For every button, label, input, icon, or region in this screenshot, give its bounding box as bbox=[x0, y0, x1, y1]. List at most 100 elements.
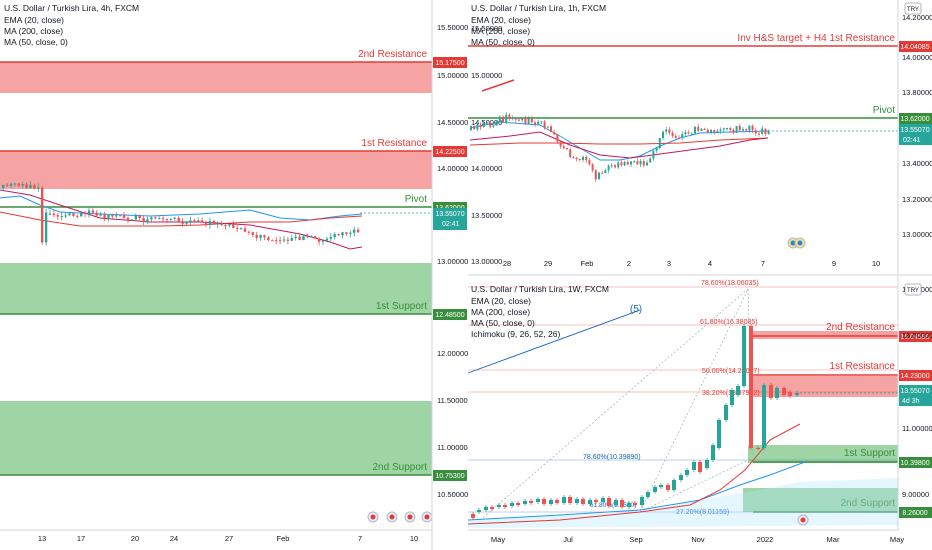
ma200-line bbox=[469, 137, 769, 146]
candle bbox=[33, 184, 36, 189]
candle bbox=[236, 227, 239, 229]
candle bbox=[692, 462, 696, 470]
candle bbox=[243, 228, 247, 232]
candle bbox=[536, 499, 540, 502]
candle bbox=[678, 137, 680, 139]
level-price-tag-text: 14.23000 bbox=[900, 373, 929, 380]
x-tick-label: 2022 bbox=[757, 535, 774, 544]
candle bbox=[594, 170, 597, 180]
candle bbox=[607, 498, 611, 506]
candle bbox=[91, 210, 95, 213]
x-tick-label: Feb bbox=[277, 534, 290, 543]
candle bbox=[633, 503, 637, 505]
y-tick-label: 13.00000 bbox=[437, 257, 468, 266]
candle bbox=[620, 500, 624, 507]
zone-2nd-support bbox=[743, 488, 898, 512]
candle bbox=[255, 234, 258, 238]
candle bbox=[267, 237, 270, 241]
fib-label: 50.00%(14.23047) bbox=[702, 368, 760, 375]
candle bbox=[694, 126, 696, 134]
level-label: 1st Support bbox=[376, 301, 427, 312]
candle bbox=[498, 116, 501, 122]
candle bbox=[353, 229, 356, 233]
candle bbox=[687, 132, 690, 134]
candle bbox=[639, 161, 642, 165]
current-price-tag bbox=[433, 208, 467, 230]
candle bbox=[37, 187, 40, 189]
countdown-text: 02:41 bbox=[442, 221, 460, 228]
candle bbox=[788, 392, 792, 396]
chart-title: U.S. Dollar / Turkish Lira, 1h, FXCM bbox=[471, 3, 606, 13]
candle bbox=[764, 128, 767, 134]
current-price-text: 13.55070 bbox=[900, 388, 929, 395]
candle bbox=[546, 126, 549, 128]
candle bbox=[302, 236, 305, 241]
candle bbox=[224, 225, 227, 227]
candle bbox=[705, 460, 709, 468]
candle bbox=[317, 238, 321, 242]
indicator-label: EMA (20, close) bbox=[4, 15, 64, 25]
candle bbox=[556, 134, 559, 142]
candle bbox=[232, 224, 235, 228]
candle bbox=[119, 215, 122, 217]
candle bbox=[345, 232, 348, 234]
event-flag-icon-dot bbox=[790, 240, 796, 246]
level-label: 1st Support bbox=[844, 448, 895, 459]
x-tick-label: Jul bbox=[563, 535, 573, 544]
candle bbox=[524, 117, 527, 124]
candle bbox=[286, 239, 290, 241]
candle bbox=[29, 184, 32, 189]
candle bbox=[314, 236, 317, 239]
candle bbox=[492, 125, 495, 127]
candle bbox=[716, 130, 719, 133]
x-tick-label: 9 bbox=[832, 259, 836, 268]
indicator-label: MA (200, close) bbox=[471, 26, 530, 36]
candle bbox=[653, 487, 657, 492]
y-tick-label: 11.50000 bbox=[437, 396, 468, 405]
candle bbox=[646, 162, 648, 166]
candle bbox=[486, 122, 488, 124]
candle bbox=[614, 165, 616, 168]
candle bbox=[671, 132, 674, 136]
y-tick-label: 11.00000 bbox=[902, 424, 932, 433]
candle bbox=[470, 126, 472, 130]
x-tick-label: Feb bbox=[581, 259, 594, 268]
candle bbox=[761, 128, 764, 134]
candle bbox=[588, 500, 592, 504]
level-price-tag-text: 14.22500 bbox=[435, 149, 464, 156]
candle bbox=[742, 326, 746, 386]
candle bbox=[142, 218, 145, 222]
candle bbox=[52, 213, 56, 216]
candle bbox=[604, 170, 607, 174]
candle bbox=[247, 231, 251, 233]
x-tick-label: May bbox=[491, 535, 505, 544]
x-tick-label: 28 bbox=[503, 259, 511, 268]
candle bbox=[341, 232, 344, 236]
candle bbox=[477, 510, 481, 512]
level-price-tag bbox=[899, 507, 932, 518]
y-tick-label: 14.00000 bbox=[437, 164, 468, 173]
indicator-label: MA (50, close, 0) bbox=[471, 37, 535, 47]
candle bbox=[711, 445, 715, 460]
candle bbox=[228, 224, 231, 226]
candle bbox=[76, 215, 79, 217]
candle bbox=[497, 505, 501, 507]
current-price-text: 13.55070 bbox=[900, 127, 929, 134]
y-tick-label: 10.50000 bbox=[437, 490, 468, 499]
event-flag-icon-dot bbox=[389, 514, 395, 520]
level-price-tag-text: 8.26000 bbox=[902, 510, 927, 517]
left-axis-label: 14.50000 bbox=[471, 118, 502, 127]
candle bbox=[138, 215, 141, 219]
candle bbox=[620, 162, 623, 166]
candle bbox=[681, 134, 684, 138]
candle bbox=[550, 126, 552, 132]
candle bbox=[48, 213, 52, 215]
zone-2nd-resistance bbox=[0, 62, 432, 93]
candle bbox=[13, 183, 17, 185]
level-price-tag bbox=[899, 370, 932, 381]
candle bbox=[208, 220, 212, 225]
y-tick-label: 14.50000 bbox=[437, 118, 468, 127]
candle bbox=[598, 172, 600, 180]
candle bbox=[655, 147, 658, 151]
